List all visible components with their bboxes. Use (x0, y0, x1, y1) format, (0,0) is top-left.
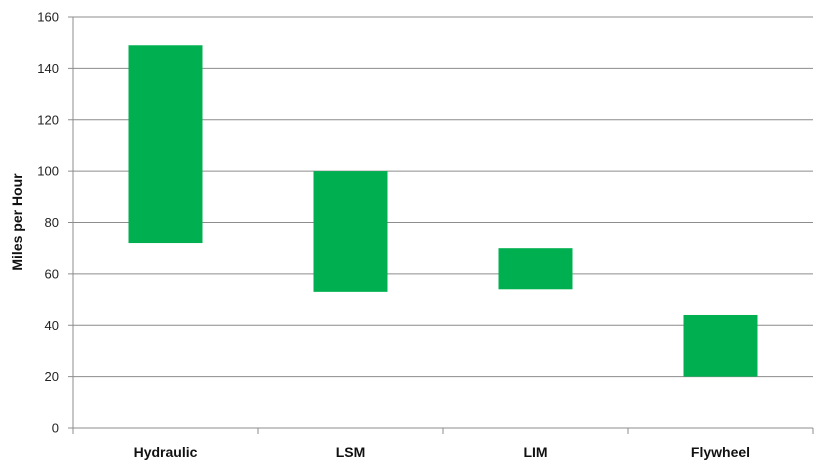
x-category-label: Hydraulic (134, 444, 198, 460)
x-category-label: Flywheel (691, 444, 750, 460)
x-axis (72, 427, 814, 434)
y-tick-label: 80 (45, 215, 59, 230)
bar-hydraulic (128, 45, 203, 244)
y-tick-label: 120 (37, 112, 59, 127)
y-tick-label: 60 (45, 266, 59, 281)
y-tick-label: 100 (37, 164, 59, 179)
x-category-label: LIM (523, 444, 547, 460)
y-tick-label: 40 (45, 318, 59, 333)
y-tick-label: 20 (45, 369, 59, 384)
y-tick-labels: 0 20 40 60 80 100 120 140 160 (37, 10, 59, 436)
bar-flywheel (683, 314, 758, 377)
bar-lim (498, 248, 573, 290)
x-category-label: LSM (336, 444, 366, 460)
bar-lsm (313, 171, 388, 292)
y-tick-label: 140 (37, 61, 59, 76)
y-tick-label: 0 (52, 421, 59, 436)
bars (128, 45, 758, 377)
category-labels: Hydraulic LSM LIM Flywheel (134, 444, 750, 460)
y-axis-title: Miles per Hour (9, 173, 25, 271)
y-tick-label: 160 (37, 10, 59, 25)
